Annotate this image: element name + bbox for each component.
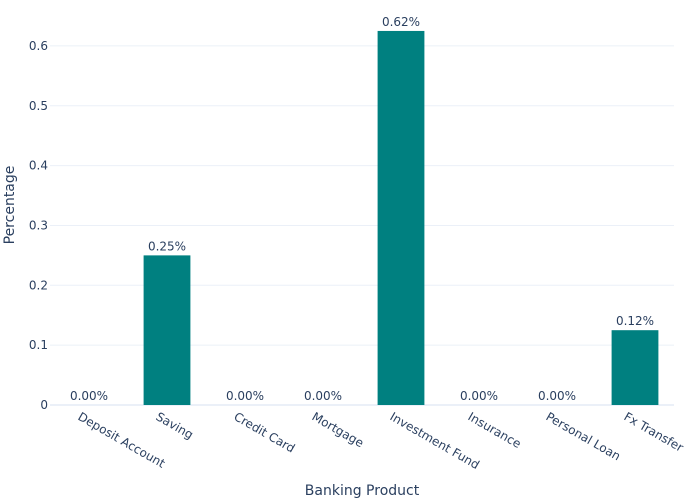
x-tick-label: Credit Card xyxy=(232,409,298,455)
data-label: 0.00% xyxy=(538,389,576,403)
data-label: 0.62% xyxy=(382,15,420,29)
bar xyxy=(377,30,425,406)
y-tick-label: 0 xyxy=(40,398,48,412)
data-label: 0.25% xyxy=(148,239,186,253)
x-tick-label: Mortgage xyxy=(310,409,367,450)
data-label: 0.00% xyxy=(226,389,264,403)
data-label: 0.00% xyxy=(460,389,498,403)
data-labels: 0.00% 0.25% 0.00% 0.00% 0.62% 0.00% 0.00% 0.12% xyxy=(70,15,654,403)
y-axis-ticks: 0 0.1 0.2 0.3 0.4 0.5 0.6 xyxy=(29,39,48,412)
data-label: 0.00% xyxy=(70,389,108,403)
x-axis-title: Banking Product xyxy=(305,483,420,499)
data-label: 0.12% xyxy=(616,314,654,328)
y-axis-title: Percentage xyxy=(2,166,18,245)
bar xyxy=(611,330,659,405)
bars xyxy=(143,30,659,406)
y-tick-label: 0.2 xyxy=(29,278,48,292)
y-tick-label: 0.5 xyxy=(29,99,48,113)
data-label: 0.00% xyxy=(304,389,342,403)
bar xyxy=(143,255,191,405)
y-tick-label: 0.4 xyxy=(29,159,48,173)
y-tick-label: 0.6 xyxy=(29,39,48,53)
x-tick-label: Deposit Account xyxy=(76,409,168,470)
x-tick-label: Fx Transfer xyxy=(622,409,686,454)
x-tick-label: Saving xyxy=(154,409,196,441)
x-tick-label: Insurance xyxy=(466,409,524,451)
x-tick-label: Personal Loan xyxy=(544,409,623,463)
y-tick-label: 0.3 xyxy=(29,218,48,232)
y-tick-label: 0.1 xyxy=(29,338,48,352)
